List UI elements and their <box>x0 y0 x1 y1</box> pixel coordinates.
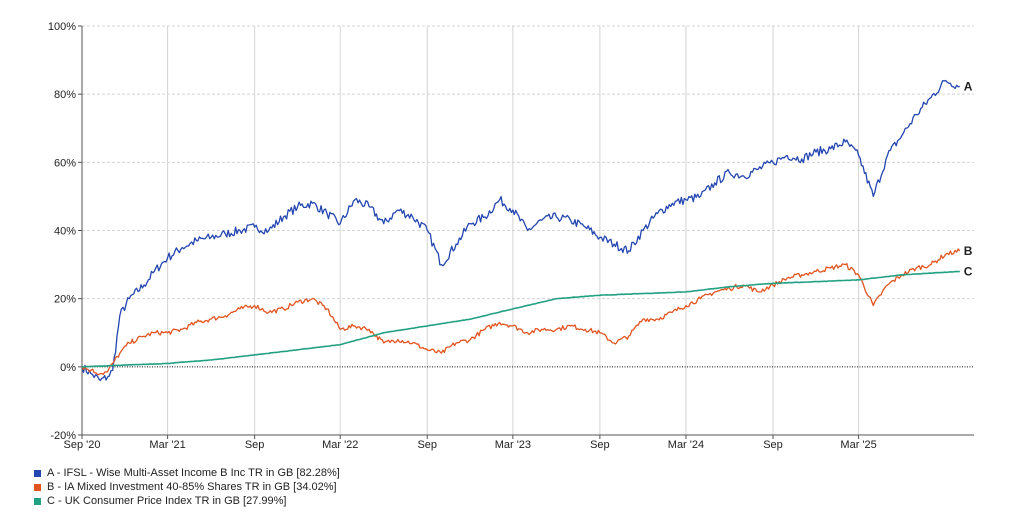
y-tick-label: -20% <box>50 430 76 442</box>
y-tick-label: 0% <box>60 362 76 374</box>
x-axis: Sep '20 Mar '21 Sep Mar '22 Sep Mar '23 Sep Mar… <box>64 434 974 451</box>
y-tick-label: 20% <box>54 294 76 306</box>
y-tick-label: 40% <box>54 226 76 238</box>
end-label-b: B <box>964 244 973 258</box>
legend-swatch-b <box>34 483 41 491</box>
series-lines <box>81 79 961 382</box>
series-line-b <box>81 248 961 376</box>
end-label-c: C <box>964 264 973 278</box>
x-tick-label: Sep '20 <box>64 439 101 451</box>
legend-label-c: C - UK Consumer Price Index TR in GB [27… <box>47 495 287 507</box>
legend-item-c: C - UK Consumer Price Index TR in GB [27… <box>34 494 340 508</box>
x-tick-label: Sep <box>245 439 265 451</box>
y-tick-label: 60% <box>54 157 76 169</box>
legend-label-b: B - IA Mixed Investment 40-85% Shares TR… <box>47 481 337 493</box>
x-tick-label: Mar '25 <box>840 439 876 451</box>
x-tick-label: Sep <box>417 439 437 451</box>
end-labels: A BC <box>964 79 973 278</box>
legend-swatch-a <box>34 469 41 477</box>
x-tick-label: Sep <box>763 439 783 451</box>
x-tick-label: Sep <box>590 439 610 451</box>
legend-item-a: A - IFSL - Wise Multi-Asset Income B Inc… <box>34 466 340 480</box>
x-tick-label: Mar '22 <box>322 439 358 451</box>
legend-item-b: B - IA Mixed Investment 40-85% Shares TR… <box>34 480 340 494</box>
end-label-a: A <box>964 79 973 93</box>
y-axis: -20% 0% 20% 40% 60% 80% 100% <box>48 21 83 442</box>
series-line-a <box>81 79 960 382</box>
y-tick-label: 80% <box>54 89 76 101</box>
x-tick-label: Mar '21 <box>149 439 185 451</box>
series-line-c <box>81 270 960 368</box>
legend-label-a: A - IFSL - Wise Multi-Asset Income B Inc… <box>47 467 340 479</box>
y-tick-label: 100% <box>48 21 76 33</box>
legend: A - IFSL - Wise Multi-Asset Income B Inc… <box>34 466 340 508</box>
x-tick-label: Mar '23 <box>495 439 531 451</box>
legend-swatch-c <box>34 497 41 505</box>
x-tick-label: Mar '24 <box>668 439 704 451</box>
